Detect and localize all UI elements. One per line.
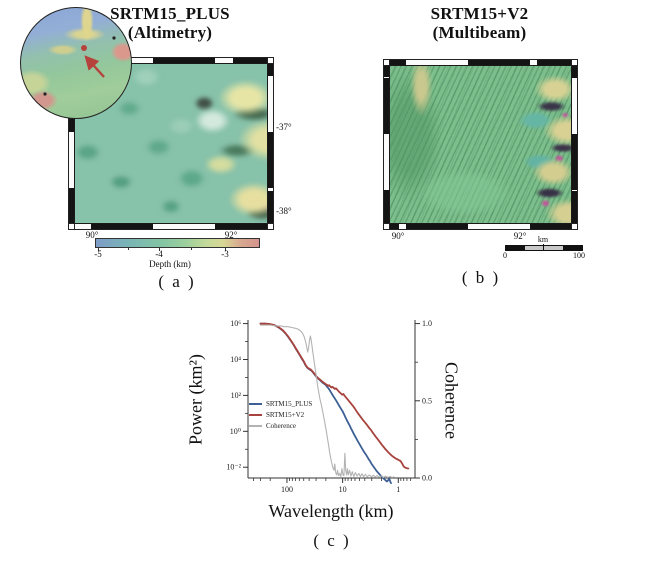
map-b-lon-label-90: 90° bbox=[391, 231, 405, 241]
legend-item-srtm15-v2: SRTM15+V2 bbox=[249, 409, 312, 420]
scalebar-end: 100 bbox=[573, 251, 585, 260]
legend-item-srtm15-plus: SRTM15_PLUS bbox=[249, 398, 312, 409]
legend-swatch-srtm15-plus bbox=[249, 402, 262, 405]
y-axis-label-power: Power (km²) bbox=[185, 354, 206, 445]
panel-b-title: SRTM15+V2 (Multibeam) bbox=[383, 4, 576, 42]
colorbar-label-5: -5 bbox=[94, 249, 102, 259]
colorbar-tick bbox=[159, 247, 160, 251]
location-arrow-icon bbox=[43, 36, 116, 96]
legend-swatch-coherence bbox=[249, 424, 262, 427]
map-b-lon-label-92: 92° bbox=[513, 231, 527, 241]
map-a-lat-label-38: -38° bbox=[276, 206, 292, 216]
map-b-frame-right bbox=[572, 60, 577, 229]
caption-b: ( b ) bbox=[461, 268, 501, 287]
colorbar-tick bbox=[191, 247, 192, 250]
panel-b-title-line2: (Multibeam) bbox=[432, 23, 527, 42]
y-left-tick-label: 10² bbox=[231, 391, 242, 400]
series-line-SRTM15+V2 bbox=[259, 322, 410, 470]
map-a-frame-right bbox=[268, 58, 273, 229]
x-axis-label: Wavelength (km) bbox=[268, 501, 394, 521]
scalebar-unit: km bbox=[537, 235, 549, 244]
colorbar-tick bbox=[225, 247, 226, 251]
caption-a: ( a ) bbox=[158, 272, 196, 291]
map-b-frame-top bbox=[384, 60, 577, 65]
caption-c: ( c ) bbox=[313, 531, 351, 550]
power-spectrum-panel: 100 10 1 10⁶ 10⁴ 10² 10⁰ 10⁻² 1.0 0.5 0.0 Power (k… bbox=[180, 303, 510, 567]
y-right-tick-label: 0.5 bbox=[422, 396, 432, 405]
legend-label-srtm15-plus: SRTM15_PLUS bbox=[266, 399, 313, 408]
map-a-lat-label-37: -37° bbox=[276, 122, 292, 132]
chart-legend: SRTM15_PLUS SRTM15+V2 Coherence bbox=[249, 398, 312, 431]
map-a-frame-bottom bbox=[69, 224, 273, 229]
y-left-tick-label: 10⁻² bbox=[226, 463, 241, 472]
map-b-frame-left bbox=[384, 60, 389, 229]
map-a-frame-left bbox=[69, 58, 74, 229]
y-left-tick-label: 10⁶ bbox=[230, 319, 241, 328]
scalebar-start: 0 bbox=[503, 251, 507, 260]
y-left-tick-label: 10⁴ bbox=[230, 355, 241, 364]
colorbar bbox=[95, 238, 260, 248]
scalebar-mid-tick bbox=[543, 244, 544, 250]
panel-a-title-line2: (Altimetry) bbox=[127, 23, 213, 42]
colorbar-tick bbox=[98, 247, 99, 251]
x-tick-label: 1 bbox=[396, 485, 400, 494]
colorbar-title: Depth (km) bbox=[149, 259, 191, 269]
map-a-lon-label-90: 90° bbox=[85, 230, 99, 240]
scalebar bbox=[505, 245, 583, 251]
panel-a-title-line1: SRTM15_PLUS bbox=[110, 4, 230, 23]
map-b-frame-bottom bbox=[384, 224, 577, 229]
colorbar-tick bbox=[128, 247, 129, 250]
y-axis-label-coherence: Coherence bbox=[441, 362, 462, 439]
map-b-bathymetry bbox=[383, 59, 578, 230]
panel-b-title-line1: SRTM15+V2 bbox=[430, 4, 529, 23]
y-right-tick-label: 1.0 bbox=[422, 319, 432, 328]
y-right-tick-label: 0.0 bbox=[422, 474, 432, 483]
inset-globe bbox=[20, 7, 132, 119]
colorbar-label-4: -4 bbox=[155, 249, 163, 259]
legend-swatch-srtm15-v2 bbox=[249, 413, 262, 416]
legend-label-srtm15-v2: SRTM15+V2 bbox=[266, 410, 305, 419]
series-line-Coherence bbox=[259, 324, 395, 479]
x-tick-label: 10 bbox=[339, 485, 347, 494]
x-tick-label: 100 bbox=[281, 485, 293, 494]
colorbar-label-3: -3 bbox=[221, 249, 229, 259]
map-a-frame-top bbox=[69, 58, 273, 63]
legend-item-coherence: Coherence bbox=[249, 420, 312, 431]
power-spectrum-chart: 100 10 1 10⁶ 10⁴ 10² 10⁰ 10⁻² 1.0 0.5 0.0 bbox=[226, 319, 432, 494]
legend-label-coherence: Coherence bbox=[266, 421, 296, 430]
map-a-lon-label-92: 92° bbox=[224, 230, 238, 240]
panel-a-title: SRTM15_PLUS (Altimetry) bbox=[68, 4, 272, 42]
map-b-image bbox=[389, 65, 572, 224]
map-b-terrain-layer bbox=[390, 66, 571, 223]
y-left-tick-label: 10⁰ bbox=[230, 427, 241, 436]
